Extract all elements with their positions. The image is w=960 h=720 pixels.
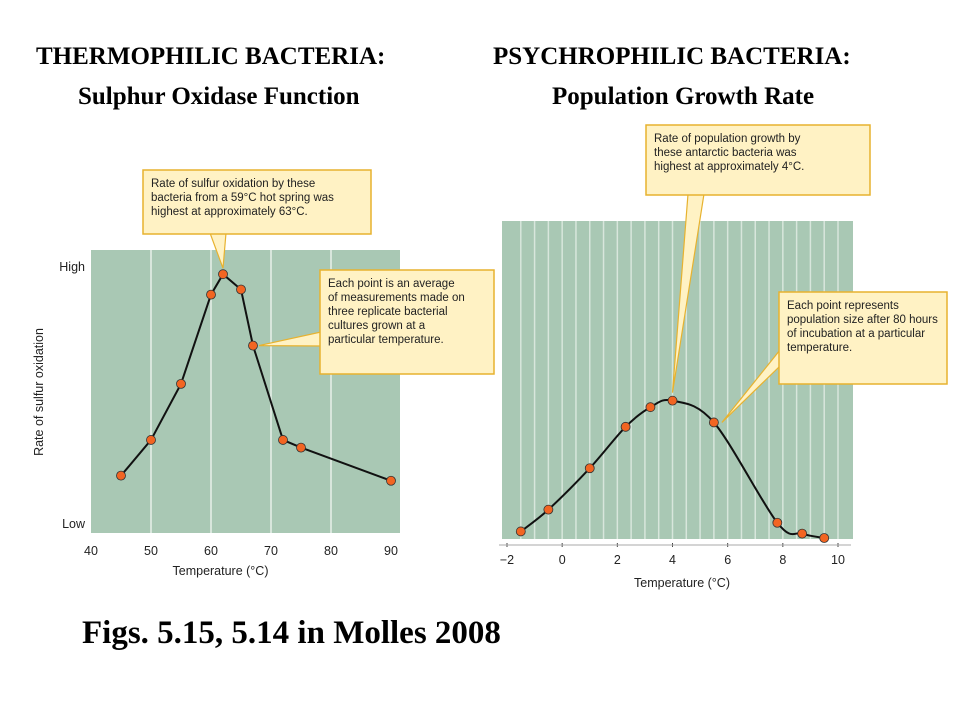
right-x-tick-label: 4 — [669, 553, 676, 567]
left-x-axis-label: Temperature (°C) — [173, 564, 269, 578]
left-y-tick-low: Low — [62, 517, 86, 531]
left-chart: 40 50 60 70 80 90 High Low Temperature (°C) Rate … — [32, 169, 495, 578]
left-callout-points-text-line: of measurements made on — [328, 292, 465, 304]
right-data-point — [543, 504, 554, 515]
left-data-point — [386, 475, 396, 486]
left-callout-points-text-line: Each point is an average — [328, 278, 455, 290]
right-callout-peak-text-line: these antarctic bacteria was — [654, 147, 797, 159]
right-x-tick-label: −2 — [500, 553, 514, 567]
left-x-tick-label: 60 — [204, 544, 218, 558]
right-callout-peak-text-line: highest at approximately 4°C. — [654, 161, 804, 173]
right-x-tick-label: 0 — [559, 553, 566, 567]
left-x-tick-label: 40 — [84, 544, 98, 558]
left-y-axis-label: Rate of sulfur oxidation — [32, 328, 46, 456]
left-x-tick-label: 90 — [384, 544, 398, 558]
right-series-curve — [520, 398, 825, 539]
left-callout-peak-text-line: bacteria from a 59°C hot spring was — [151, 192, 334, 204]
right-x-axis-label: Temperature (°C) — [634, 576, 730, 590]
left-data-point — [236, 284, 246, 295]
right-callout-points-text-line: temperature. — [787, 342, 852, 354]
right-data-point — [620, 421, 631, 432]
left-data-point — [248, 340, 258, 351]
left-x-tick-label: 80 — [324, 544, 338, 558]
right-x-tick-label: 2 — [614, 553, 621, 567]
left-data-point — [206, 289, 216, 300]
left-callout-peak-text-line: highest at approximately 63°C. — [151, 206, 308, 218]
left-callout-peak-text-line: Rate of sulfur oxidation by these — [151, 178, 315, 190]
left-callout-peak-box — [142, 169, 372, 235]
right-x-tick-label: 6 — [724, 553, 731, 567]
left-series-line — [120, 272, 392, 482]
right-data-point — [819, 533, 830, 543]
right-x-tick-label: 8 — [779, 553, 786, 567]
left-data-point — [218, 269, 228, 280]
left-y-tick-high: High — [59, 260, 85, 274]
left-chart-title-line1: THERMOPHILIC BACTERIA: — [36, 43, 386, 70]
left-callout-points-box — [319, 269, 495, 375]
right-callout-points-box — [778, 291, 948, 385]
right-callout-peak: Rate of population growth by these antarc… — [645, 124, 871, 393]
left-chart-title-line2: Sulphur Oxidase Function — [78, 83, 360, 110]
right-callout-points-text-line: Each point represents — [787, 300, 899, 312]
right-data-point — [708, 417, 719, 428]
figure-caption: Figs. 5.15, 5.14 in Molles 2008 — [82, 615, 501, 651]
left-data-point — [278, 435, 288, 445]
right-data-point — [515, 526, 526, 537]
left-callout-points-text-line: cultures grown at a — [328, 320, 426, 332]
left-data-point — [296, 442, 306, 453]
right-chart-title-line1: PSYCHROPHILIC BACTERIA: — [493, 43, 851, 70]
left-callout-points: Each point is an average of measurements … — [258, 269, 495, 375]
left-callout-points-text-line: particular temperature. — [328, 334, 444, 346]
left-data-point — [146, 435, 156, 445]
right-callout-points: Each point represents population size aft… — [721, 291, 948, 423]
right-callout-peak-box — [645, 124, 871, 196]
right-data-point — [645, 402, 656, 413]
right-chart-title-line2: Population Growth Rate — [552, 83, 815, 110]
right-callout-points-text-line: population size after 80 hours — [787, 314, 938, 326]
left-callout-peak: Rate of sulfur oxidation by these bacteri… — [142, 169, 372, 269]
right-data-point — [772, 517, 783, 528]
right-data-point — [667, 395, 678, 406]
left-data-point — [116, 470, 126, 481]
right-callout-points-text-line: of incubation at a particular — [787, 328, 925, 340]
right-x-tick-label: 10 — [831, 553, 845, 567]
left-data-point — [176, 378, 186, 389]
left-x-tick-label: 70 — [264, 544, 278, 558]
left-callout-points-text-line: three replicate bacterial — [328, 306, 448, 318]
left-x-tick-label: 50 — [144, 544, 158, 558]
right-callout-peak-text-line: Rate of population growth by — [654, 133, 801, 145]
right-chart: −2 0 2 4 6 8 10 Temperature (°C) Rate of populat… — [499, 124, 948, 590]
right-data-point — [584, 463, 595, 474]
right-data-point — [797, 528, 808, 539]
